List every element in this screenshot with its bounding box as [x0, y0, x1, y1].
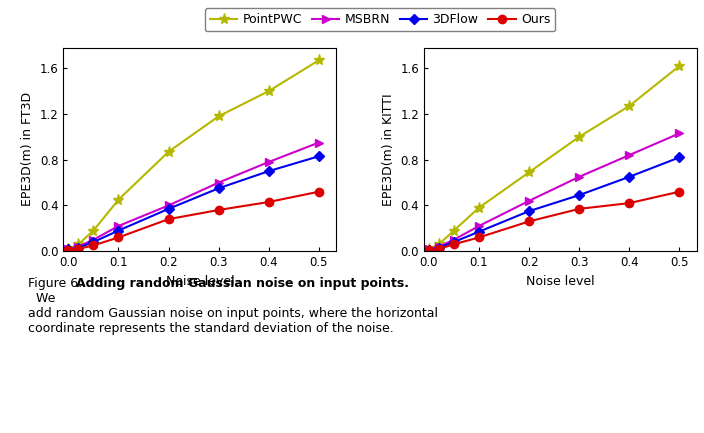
Ours	[434, 246, 443, 252]
MSBRN	[474, 223, 483, 229]
PointPWC	[474, 205, 483, 210]
MSBRN	[215, 180, 223, 185]
PointPWC	[64, 246, 73, 252]
Ours	[474, 235, 483, 240]
3DFlow	[74, 245, 82, 250]
PointPWC	[89, 228, 98, 233]
MSBRN	[425, 246, 433, 252]
Line: Ours: Ours	[64, 187, 323, 254]
Ours	[215, 207, 223, 213]
Ours	[450, 242, 458, 247]
PointPWC	[164, 149, 172, 154]
MSBRN	[434, 244, 443, 249]
3DFlow	[425, 247, 433, 252]
Ours	[114, 235, 122, 240]
Ours	[675, 189, 684, 194]
3DFlow	[474, 229, 483, 234]
Line: PointPWC: PointPWC	[423, 60, 685, 255]
Y-axis label: EPE3D(m) in KITTI: EPE3D(m) in KITTI	[382, 93, 395, 206]
MSBRN	[625, 152, 634, 158]
3DFlow	[114, 228, 122, 233]
Legend: PointPWC, MSBRN, 3DFlow, Ours: PointPWC, MSBRN, 3DFlow, Ours	[205, 8, 555, 32]
Ours	[625, 200, 634, 206]
Ours	[425, 247, 433, 252]
Ours	[64, 247, 73, 252]
MSBRN	[315, 140, 323, 145]
3DFlow	[265, 168, 273, 174]
PointPWC	[625, 103, 634, 109]
PointPWC	[215, 113, 223, 119]
MSBRN	[675, 131, 684, 136]
MSBRN	[525, 198, 534, 204]
X-axis label: Noise level: Noise level	[526, 275, 595, 288]
Text: Figure 6.: Figure 6.	[28, 277, 90, 290]
Ours	[74, 246, 82, 252]
3DFlow	[164, 206, 172, 211]
PointPWC	[675, 63, 684, 68]
Text: We
add random Gaussian noise on input points, where the horizontal
coordinate re: We add random Gaussian noise on input po…	[28, 277, 438, 335]
Ours	[265, 199, 273, 204]
3DFlow	[434, 245, 443, 250]
PointPWC	[265, 88, 273, 94]
PointPWC	[434, 242, 443, 247]
3DFlow	[315, 154, 323, 159]
PointPWC	[74, 242, 82, 247]
Text: Adding random Gaussian noise on input points.: Adding random Gaussian noise on input po…	[76, 277, 409, 290]
3DFlow	[89, 239, 98, 245]
Line: MSBRN: MSBRN	[425, 129, 684, 253]
MSBRN	[64, 246, 73, 252]
3DFlow	[64, 246, 73, 252]
PointPWC	[450, 228, 458, 233]
MSBRN	[575, 174, 584, 179]
Line: 3DFlow: 3DFlow	[65, 153, 322, 252]
Line: MSBRN: MSBRN	[64, 139, 323, 253]
Y-axis label: EPE3D(m) in FT3D: EPE3D(m) in FT3D	[21, 92, 34, 207]
PointPWC	[315, 58, 323, 63]
3DFlow	[215, 186, 223, 191]
Line: 3DFlow: 3DFlow	[425, 154, 683, 253]
MSBRN	[114, 223, 122, 229]
3DFlow	[625, 174, 634, 179]
Line: PointPWC: PointPWC	[63, 55, 325, 255]
PointPWC	[425, 246, 433, 252]
PointPWC	[575, 134, 584, 139]
Line: Ours: Ours	[425, 187, 684, 254]
PointPWC	[525, 170, 534, 175]
Ours	[575, 206, 584, 211]
Ours	[89, 243, 98, 248]
MSBRN	[450, 237, 458, 242]
Ours	[315, 189, 323, 194]
MSBRN	[74, 244, 82, 249]
Ours	[164, 216, 172, 222]
X-axis label: Noise level: Noise level	[165, 275, 234, 288]
3DFlow	[575, 193, 584, 198]
MSBRN	[164, 203, 172, 208]
MSBRN	[89, 237, 98, 242]
PointPWC	[114, 197, 122, 202]
Ours	[525, 219, 534, 224]
3DFlow	[450, 239, 458, 245]
3DFlow	[525, 209, 534, 214]
MSBRN	[265, 159, 273, 165]
3DFlow	[675, 155, 684, 160]
